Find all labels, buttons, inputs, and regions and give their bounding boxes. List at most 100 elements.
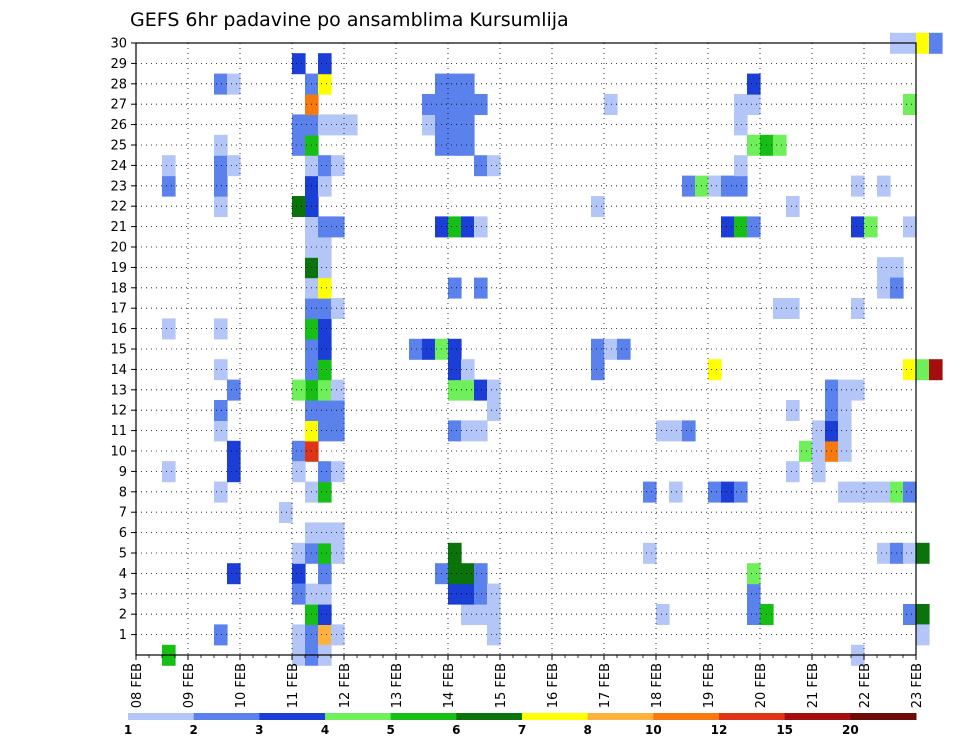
y-tick-label: 25: [110, 139, 127, 154]
heatmap-cell: [838, 379, 852, 401]
heatmap-cell: [279, 502, 293, 523]
heatmap-cell: [487, 583, 501, 605]
heatmap-cell: [162, 461, 176, 483]
heatmap-cell: [292, 624, 306, 646]
colorbar-swatch: [325, 713, 392, 720]
heatmap-cell: [318, 583, 332, 605]
heatmap-cell: [851, 298, 865, 319]
heatmap-cell: [734, 481, 748, 503]
x-axis: 08 FEB 09 FEB 10 FEB 11 FEB 12 FEB 13 FEB 14 F…: [130, 655, 925, 708]
heatmap-cell: [292, 542, 306, 564]
x-tick-label: 09 FEB: [182, 663, 197, 708]
x-tick-label: 11 FEB: [286, 663, 301, 708]
heatmap-cell: [162, 155, 176, 177]
heatmap-cell: [708, 481, 722, 503]
y-tick-label: 26: [110, 118, 127, 133]
heatmap-cell: [318, 216, 332, 238]
grid-lines: [136, 42, 916, 655]
colorbar-label: 8: [583, 723, 591, 737]
heatmap-cell: [227, 440, 241, 462]
heatmap-cell: [474, 583, 488, 605]
colorbar-swatch: [587, 713, 654, 720]
heatmap-cell: [461, 134, 475, 156]
colorbar-label: 15: [776, 723, 793, 737]
colorbar-label: 7: [518, 723, 526, 737]
heatmap-cell: [916, 359, 930, 381]
colorbar-swatch: [259, 713, 326, 720]
x-tick-label: 08 FEB: [130, 663, 145, 708]
heatmap-cell: [318, 277, 332, 299]
heatmap-cell: [734, 155, 748, 177]
heatmap-cell: [864, 481, 878, 503]
x-tick-label: 16 FEB: [546, 663, 561, 708]
y-tick-label: 13: [110, 383, 127, 398]
heatmap-cell: [331, 400, 345, 421]
heatmap-cell: [461, 604, 475, 625]
colorbar-swatch: [390, 713, 457, 720]
x-tick-label: 19 FEB: [702, 663, 717, 708]
heatmap-cell: [916, 32, 930, 54]
heatmap-cell: [331, 216, 345, 238]
heatmap-cell: [344, 114, 358, 136]
heatmap-cell: [448, 338, 462, 360]
y-axis: 1234567891011121314151617181920212223242…: [110, 37, 136, 643]
heatmap-cell: [487, 155, 501, 177]
y-tick-label: 18: [110, 281, 127, 296]
y-tick-label: 23: [110, 179, 127, 194]
colorbar-label: 4: [321, 723, 329, 737]
heatmap-cell: [916, 624, 930, 646]
heatmap-cell: [422, 338, 436, 360]
heatmap-cell: [409, 338, 423, 360]
colorbar-swatch: [193, 713, 260, 720]
heatmap-cell: [747, 583, 761, 605]
x-tick-label: 10 FEB: [234, 663, 249, 708]
heatmap-cell: [643, 542, 657, 564]
heatmap-cell: [214, 134, 228, 156]
colorbar-label: 2: [189, 723, 197, 737]
heatmap-cell: [318, 236, 332, 258]
y-tick-label: 9: [119, 465, 127, 480]
heatmap-cell: [331, 542, 345, 564]
heatmap-cell: [214, 420, 228, 442]
heatmap-cell: [864, 216, 878, 238]
heatmap-cell: [643, 481, 657, 503]
heatmap-cell: [838, 420, 852, 442]
heatmap-cell: [747, 94, 761, 115]
heatmap-cell: [474, 277, 488, 299]
heatmap-cell: [227, 155, 241, 177]
heatmap-cell: [292, 53, 306, 75]
heatmap-cell: [721, 216, 735, 238]
colorbar: 1 2 3 4 5 6 7 8 10 12 15 20: [124, 713, 917, 737]
heatmap-cell: [214, 400, 228, 421]
heatmap-cell: [487, 604, 501, 625]
y-tick-label: 24: [110, 159, 127, 174]
heatmap-cell: [448, 379, 462, 401]
heatmap-cell: [214, 196, 228, 217]
heatmap-cell: [461, 583, 475, 605]
colorbar-label: 1: [124, 723, 132, 737]
y-tick-label: 22: [110, 200, 127, 215]
heatmap-cell: [903, 216, 917, 238]
heatmap-cell: [838, 400, 852, 421]
heatmap-cell: [812, 440, 826, 462]
heatmap-cell: [877, 175, 891, 197]
heatmap-cell: [851, 379, 865, 401]
heatmap-cell: [773, 298, 787, 319]
y-tick-label: 29: [110, 57, 127, 72]
y-tick-label: 16: [110, 322, 127, 337]
heatmap-cell: [422, 94, 436, 115]
heatmap-cell: [318, 338, 332, 360]
heatmap-cell: [786, 298, 800, 319]
heatmap-cell: [292, 563, 306, 585]
heatmap-cell: [214, 481, 228, 503]
colorbar-label: 10: [645, 723, 662, 737]
heatmap-cell: [838, 481, 852, 503]
heatmap-cell: [604, 338, 618, 360]
heatmap-cell: [214, 73, 228, 95]
heatmap-cell: [903, 94, 917, 115]
heatmap-cell: [448, 583, 462, 605]
heatmap-cell: [838, 440, 852, 462]
heatmap-cell: [851, 481, 865, 503]
heatmap-cell: [877, 481, 891, 503]
heatmap-cell: [487, 400, 501, 421]
